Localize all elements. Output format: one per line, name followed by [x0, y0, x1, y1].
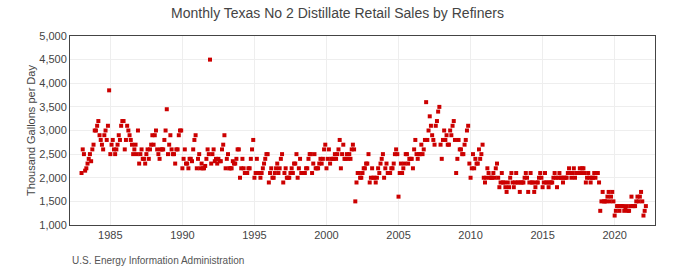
- svg-text:U.S. Energy Information Admini: U.S. Energy Information Administration: [72, 255, 244, 266]
- svg-text:2,000: 2,000: [39, 172, 67, 184]
- svg-text:1985: 1985: [98, 229, 122, 241]
- svg-text:2000: 2000: [314, 229, 338, 241]
- svg-text:2015: 2015: [530, 229, 554, 241]
- svg-text:4,500: 4,500: [39, 53, 67, 65]
- svg-text:2,500: 2,500: [39, 148, 67, 160]
- svg-text:4,000: 4,000: [39, 77, 67, 89]
- svg-text:1,000: 1,000: [39, 219, 67, 231]
- svg-text:Thousand Gallons per Day: Thousand Gallons per Day: [25, 65, 37, 196]
- svg-text:3,500: 3,500: [39, 101, 67, 113]
- svg-text:2020: 2020: [602, 229, 626, 241]
- svg-text:Monthly Texas No 2 Distillate: Monthly Texas No 2 Distillate Retail Sal…: [171, 5, 504, 21]
- svg-text:1995: 1995: [242, 229, 266, 241]
- svg-text:5,000: 5,000: [39, 30, 67, 42]
- svg-text:2010: 2010: [458, 229, 482, 241]
- svg-text:1990: 1990: [170, 229, 194, 241]
- svg-text:2005: 2005: [386, 229, 410, 241]
- svg-text:1,500: 1,500: [39, 195, 67, 207]
- svg-text:3,000: 3,000: [39, 124, 67, 136]
